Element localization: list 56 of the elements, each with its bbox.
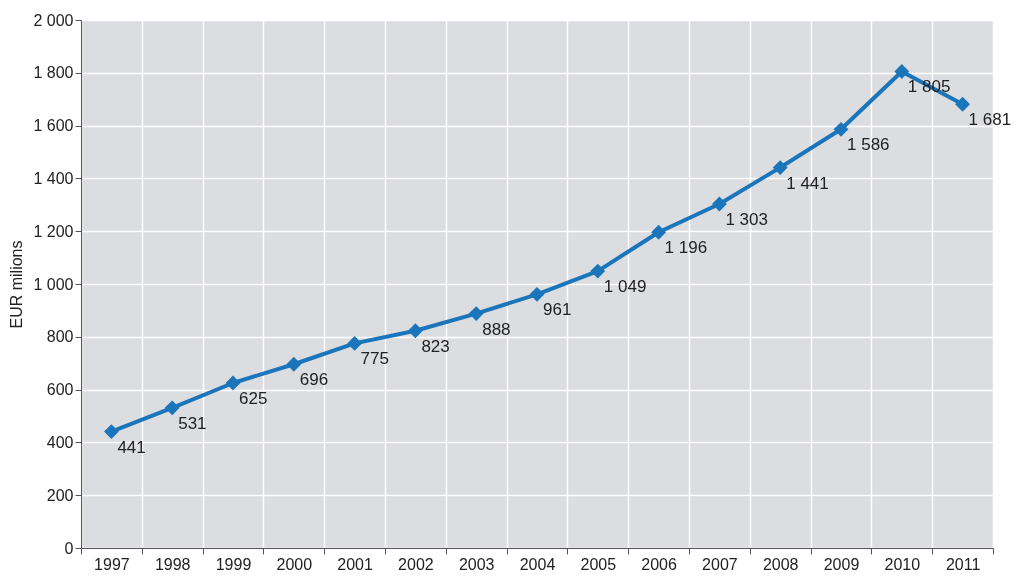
data-label: 441 bbox=[117, 437, 146, 457]
data-label: 888 bbox=[482, 319, 511, 339]
x-tick-label: 2004 bbox=[519, 555, 556, 573]
y-tick-label: 1 200 bbox=[33, 222, 74, 240]
x-tick-label: 2011 bbox=[945, 555, 981, 573]
point bbox=[833, 121, 849, 137]
x-tick-label: 2010 bbox=[884, 555, 921, 573]
point bbox=[225, 375, 241, 391]
data-label: 1 441 bbox=[786, 173, 829, 193]
x-tick-label: 2002 bbox=[398, 555, 434, 573]
point bbox=[894, 64, 910, 79]
data-label: 775 bbox=[360, 349, 389, 369]
point bbox=[286, 356, 302, 372]
point bbox=[772, 160, 788, 175]
data-label: 625 bbox=[239, 389, 268, 408]
y-tick-label: 400 bbox=[46, 433, 74, 451]
x-tick-label: 1998 bbox=[154, 555, 191, 573]
x-tick-label: 2001 bbox=[337, 555, 373, 573]
y-tick-label: 0 bbox=[64, 539, 74, 557]
point bbox=[468, 306, 484, 321]
x-tick-label: 2005 bbox=[580, 555, 617, 573]
data-label: 1 049 bbox=[603, 277, 647, 297]
x-tick-label: 1999 bbox=[215, 555, 252, 573]
y-tick-label: 1 000 bbox=[33, 275, 74, 293]
data-label: 823 bbox=[421, 336, 450, 356]
point bbox=[347, 335, 363, 351]
point bbox=[590, 263, 606, 279]
y-tick-label: 1 600 bbox=[33, 117, 74, 135]
point bbox=[651, 224, 667, 240]
y-tick-label: 200 bbox=[46, 486, 74, 504]
data-label: 1 681 bbox=[968, 110, 1012, 130]
x-tick-label: 1997 bbox=[94, 555, 130, 573]
data-label: 1 303 bbox=[725, 210, 768, 230]
y-tick-label: 600 bbox=[46, 381, 74, 399]
data-label: 531 bbox=[178, 413, 207, 433]
x-tick-label: 2009 bbox=[823, 555, 860, 573]
y-tick-label: 1 400 bbox=[33, 169, 74, 187]
point bbox=[711, 196, 727, 212]
point bbox=[164, 400, 180, 416]
x-tick-label: 2006 bbox=[641, 555, 677, 573]
x-tick-label: 2003 bbox=[458, 555, 495, 573]
data-label: 1 196 bbox=[664, 238, 708, 258]
y-tick-label: 800 bbox=[46, 328, 74, 346]
point bbox=[407, 323, 423, 339]
x-tick-label: 2008 bbox=[762, 555, 799, 573]
data-label: 961 bbox=[543, 300, 572, 320]
y-axis-title: EUR milions bbox=[8, 240, 26, 329]
point bbox=[955, 96, 971, 112]
data-label: 696 bbox=[299, 370, 329, 390]
data-label: 1 586 bbox=[847, 135, 890, 155]
x-tick-label: 2000 bbox=[276, 555, 313, 573]
point bbox=[103, 424, 119, 439]
x-tick-label: 2007 bbox=[702, 555, 738, 573]
point bbox=[529, 286, 545, 302]
y-tick-label: 2 000 bbox=[33, 11, 74, 29]
y-tick-label: 1 800 bbox=[33, 64, 74, 82]
